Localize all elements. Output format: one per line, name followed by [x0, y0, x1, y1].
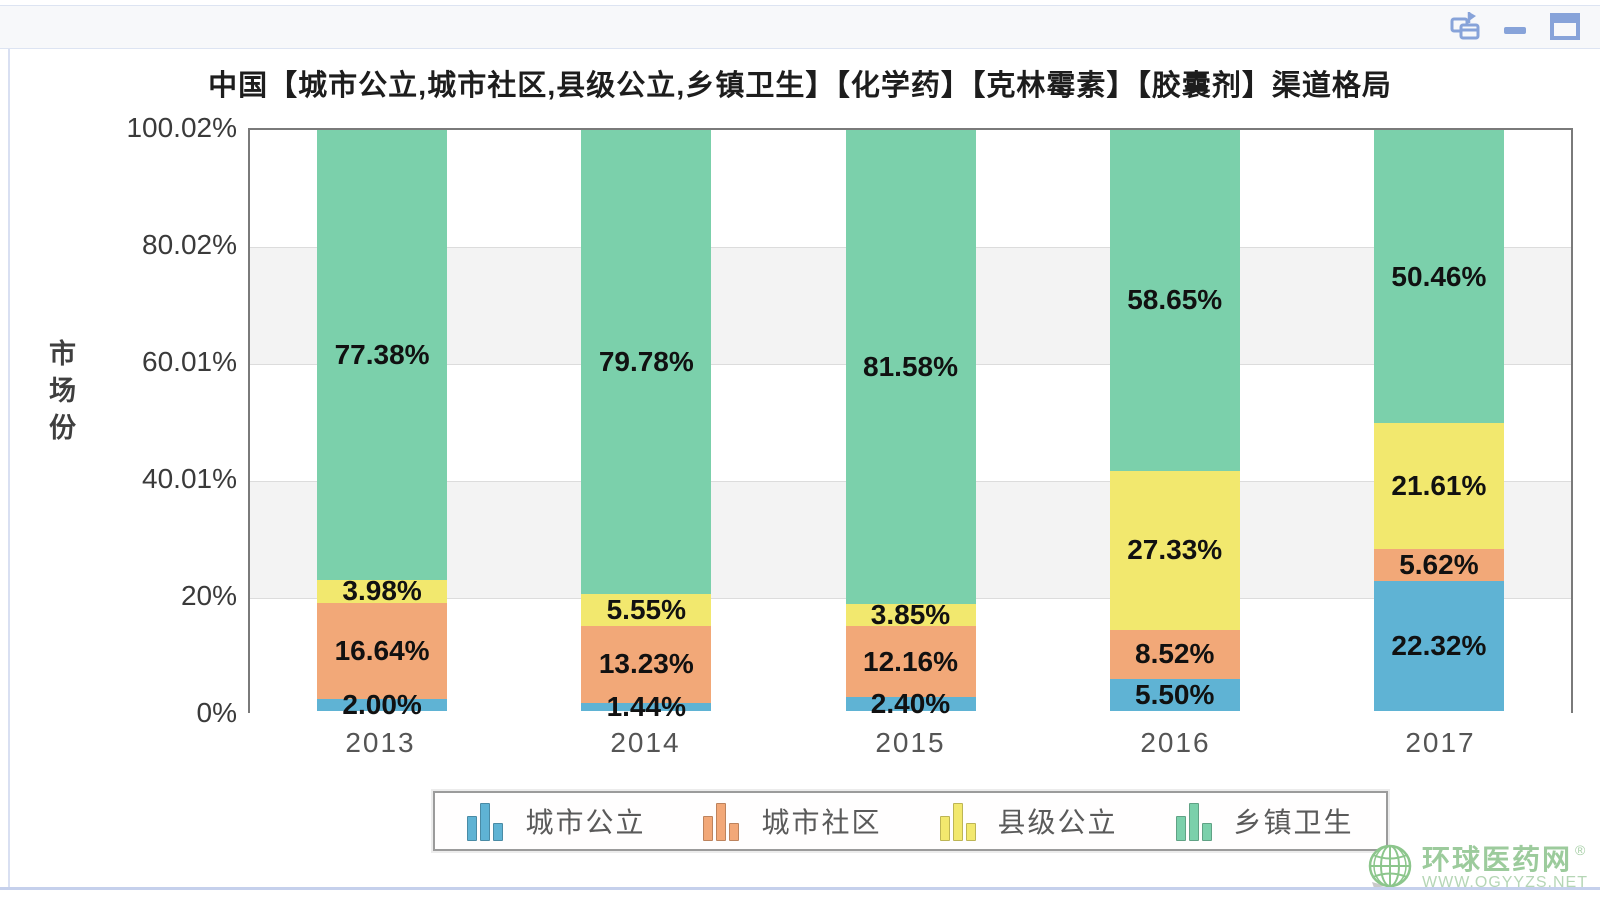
cascade-window-icon[interactable]	[1448, 10, 1482, 42]
y-tick-label: 40.01%	[142, 462, 237, 494]
legend-item-urban-community[interactable]: 城市社区	[703, 801, 881, 841]
y-tick-label: 80.02%	[142, 228, 237, 260]
legend-wrap: 城市公立 城市社区 县级公立 乡镇卫生	[248, 791, 1573, 851]
bar-value-label: 3.85%	[870, 599, 951, 631]
bar-value-label: 1.44%	[606, 690, 686, 722]
bar-2014: 1.44% 13.23% 5.55% 79.78%	[581, 130, 712, 720]
legend-item-county-public[interactable]: 县级公立	[939, 801, 1118, 841]
bar-value-label: 5.55%	[606, 593, 686, 625]
window-titlebar	[0, 5, 1600, 49]
y-tick-label: 20%	[180, 580, 237, 612]
bar-segment-urban-public-2017[interactable]: 22.32%	[1373, 581, 1504, 711]
x-tick-label-2014: 2014	[610, 727, 681, 758]
bar-2013: 2.00% 16.64% 3.98% 77.38%	[317, 130, 448, 719]
minimize-icon[interactable]	[1498, 10, 1532, 42]
y-tick-label: 0%	[196, 697, 237, 728]
bar-segment-township-health-2017[interactable]: 50.46%	[1373, 130, 1504, 424]
bar-slot-2017: 22.32% 5.62% 21.61% 50.46%	[1307, 130, 1571, 711]
bar-segment-urban-community-2014[interactable]: 13.23%	[581, 625, 712, 703]
bar-value-label: 27.33%	[1127, 534, 1223, 566]
panel-bottom-border	[0, 887, 1600, 890]
bar-slot-2014: 1.44% 13.23% 5.55% 79.78%	[514, 130, 778, 720]
legend-item-township-health[interactable]: 乡镇卫生	[1175, 801, 1354, 841]
bar-2015: 2.40% 12.16% 3.85% 81.58%	[845, 130, 976, 718]
bar-segment-county-public-2015[interactable]: 3.85%	[845, 599, 976, 631]
legend-bars-icon	[939, 801, 976, 841]
bar-segment-township-health-2013[interactable]: 77.38%	[317, 130, 448, 580]
bar-segment-township-health-2016[interactable]: 58.65%	[1109, 130, 1240, 471]
bar-segment-urban-community-2017[interactable]: 5.62%	[1373, 548, 1504, 582]
legend-item-urban-public[interactable]: 城市公立	[467, 801, 645, 841]
bar-value-label: 16.64%	[334, 635, 430, 667]
y-tick-label: 100.02%	[126, 112, 237, 143]
window-controls	[1448, 10, 1582, 42]
bar-segment-urban-public-2014[interactable]: 1.44%	[581, 692, 712, 720]
bar-slot-2015: 2.40% 12.16% 3.85% 81.58%	[778, 130, 1042, 718]
bar-value-label: 81.58%	[863, 351, 958, 383]
bar-slots: 2.00% 16.64% 3.98% 77.38% 1.44% 13.23% 5.55% 79…	[250, 130, 1571, 720]
bar-value-label: 50.46%	[1391, 260, 1487, 292]
chart-panel: 中国【城市公立,城市社区,县级公立,乡镇卫生】【化学药】【克林霉素】【胶囊剂】渠…	[0, 49, 1600, 891]
legend-label: 城市公立	[525, 806, 646, 838]
bar-slot-2013: 2.00% 16.64% 3.98% 77.38%	[250, 130, 514, 719]
bar-value-label: 3.98%	[342, 575, 422, 607]
bar-segment-township-health-2015[interactable]: 81.58%	[845, 130, 976, 605]
bar-segment-urban-public-2016[interactable]: 5.50%	[1109, 679, 1240, 711]
bar-segment-county-public-2013[interactable]: 3.98%	[317, 575, 448, 607]
bar-segment-county-public-2016[interactable]: 27.33%	[1109, 470, 1240, 630]
bar-segment-urban-community-2015[interactable]: 12.16%	[845, 626, 976, 698]
bar-segment-urban-community-2013[interactable]: 16.64%	[317, 602, 448, 700]
bar-segment-county-public-2014[interactable]: 5.55%	[581, 593, 712, 626]
legend-label: 城市社区	[761, 806, 882, 838]
bar-segment-urban-public-2015[interactable]: 2.40%	[845, 690, 976, 718]
x-tick-label-2017: 2017	[1405, 727, 1476, 758]
bar-value-label: 12.16%	[863, 645, 958, 677]
y-axis-title: 市场份	[45, 339, 75, 450]
bar-value-label: 22.32%	[1391, 630, 1487, 662]
maximize-icon[interactable]	[1548, 10, 1582, 42]
legend-bars-icon	[1175, 801, 1212, 841]
x-tick-label-2016: 2016	[1140, 727, 1211, 758]
bar-value-label: 58.65%	[1127, 284, 1223, 316]
watermark-url: WWW.QGYYZS.NET	[1422, 873, 1588, 891]
bar-value-label: 2.00%	[342, 689, 422, 721]
bar-value-label: 8.52%	[1135, 638, 1215, 670]
bar-2016: 5.50% 8.52% 27.33% 58.65%	[1109, 130, 1240, 711]
bar-segment-urban-public-2013[interactable]: 2.00%	[317, 691, 448, 719]
legend-label: 县级公立	[997, 806, 1118, 838]
bar-value-label: 13.23%	[598, 648, 694, 680]
registered-mark: ®	[1575, 842, 1586, 859]
watermark: 环球医药网 ® WWW.QGYYZS.NET	[1366, 842, 1588, 895]
x-tick-label-2013: 2013	[345, 727, 416, 758]
y-tick-label: 60.01%	[142, 346, 237, 377]
bar-segment-county-public-2017[interactable]: 21.61%	[1373, 423, 1504, 549]
legend-bars-icon	[467, 801, 504, 841]
panel-left-border	[8, 49, 10, 887]
bar-value-label: 79.78%	[598, 345, 694, 377]
watermark-name: 环球医药网	[1422, 844, 1573, 876]
bar-segment-urban-community-2016[interactable]: 8.52%	[1109, 629, 1240, 680]
bar-segment-township-health-2014[interactable]: 79.78%	[581, 130, 712, 594]
bar-value-label: 5.50%	[1135, 679, 1215, 711]
bar-value-label: 77.38%	[334, 338, 430, 370]
bar-2017: 22.32% 5.62% 21.61% 50.46%	[1373, 130, 1504, 711]
x-axis-ticks: 2013 2014 2015 2016 2017	[248, 727, 1573, 759]
legend-bars-icon	[703, 801, 740, 841]
bar-value-label: 2.40%	[870, 688, 951, 720]
bar-value-label: 21.61%	[1391, 469, 1487, 501]
bar-slot-2016: 5.50% 8.52% 27.33% 58.65%	[1043, 130, 1307, 711]
plot-area: 2.00% 16.64% 3.98% 77.38% 1.44% 13.23% 5.55% 79…	[248, 128, 1573, 720]
chart-title: 中国【城市公立,城市社区,县级公立,乡镇卫生】【化学药】【克林霉素】【胶囊剂】渠…	[208, 70, 1392, 102]
legend: 城市公立 城市社区 县级公立 乡镇卫生	[433, 791, 1388, 851]
globe-icon	[1366, 842, 1414, 895]
legend-label: 乡镇卫生	[1233, 806, 1354, 838]
bar-value-label: 5.62%	[1399, 549, 1479, 581]
x-tick-label-2015: 2015	[875, 727, 946, 758]
